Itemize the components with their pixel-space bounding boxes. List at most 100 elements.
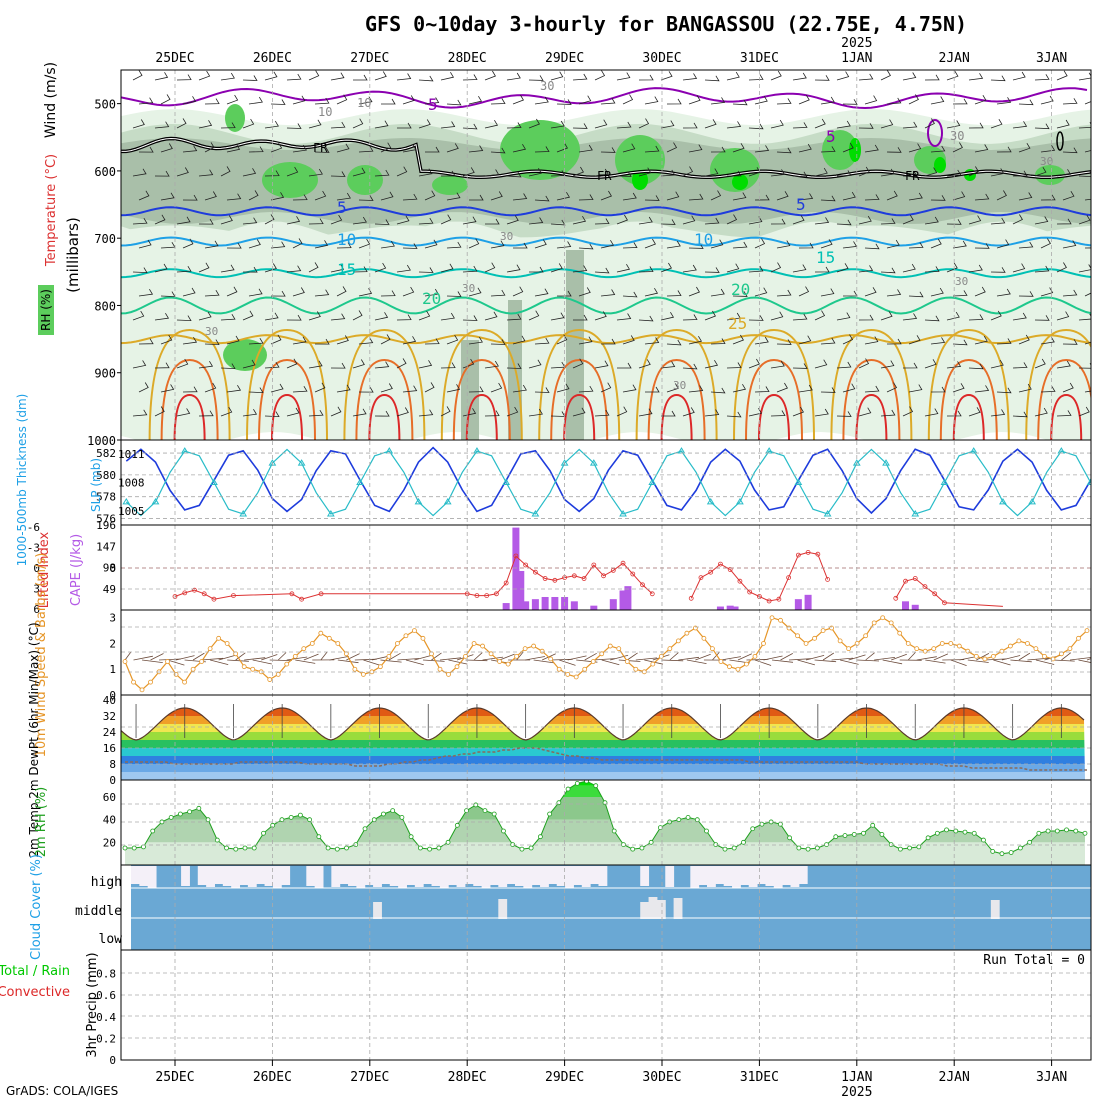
wind-barb [270, 99, 286, 105]
wind-barb-10m [473, 652, 483, 661]
wind-barb [798, 286, 810, 297]
wind-barb [594, 311, 607, 321]
wind-barb [924, 74, 940, 81]
lifted-index-tick: 6 [33, 603, 40, 616]
wind-barb-10m [124, 652, 132, 661]
wind-barb [842, 334, 854, 345]
rh-2m-point [999, 851, 1005, 857]
wind-barb [292, 287, 305, 297]
wind-speed-point [667, 646, 673, 652]
wind-barb [270, 142, 283, 153]
wind-barb [682, 166, 694, 177]
wind-barb [220, 406, 233, 417]
date-label-bottom: 2JAN [939, 1070, 970, 1085]
wind-barb [1084, 341, 1091, 345]
panel-frame [120, 949, 1092, 1061]
cloud-high-clear [281, 866, 291, 885]
wind-barb [308, 119, 322, 129]
date-label-bottom: 28DEC [448, 1070, 487, 1085]
wind-barb [688, 243, 704, 249]
wind-barb [286, 314, 302, 321]
thickness-tick: 582 [96, 447, 116, 460]
rh-2m-point [131, 845, 137, 851]
wind-barb [682, 264, 697, 273]
wind-speed-point [582, 666, 588, 672]
wind-barb [132, 70, 143, 81]
wind-barb-10m [329, 656, 349, 661]
wind-barb [220, 313, 236, 321]
wind-barb [132, 409, 148, 417]
wind-barb [644, 287, 659, 297]
cape-bar [911, 604, 919, 610]
wind-barb [248, 190, 259, 201]
wind-barb [308, 311, 321, 321]
wind-speed-point [360, 671, 366, 677]
wind-barb [1012, 170, 1028, 177]
wind-barb [528, 408, 543, 417]
wind-barb [638, 315, 654, 322]
rh-tick: 60 [103, 791, 116, 804]
wind-barb [682, 122, 698, 129]
wind-barb [886, 147, 902, 153]
cloud-high-clear [740, 866, 750, 885]
cloud-high-clear [423, 866, 433, 884]
wind-barb [617, 362, 632, 369]
rh-2m-point [593, 783, 599, 789]
wind-barb [154, 406, 165, 417]
wind-barb [902, 171, 918, 177]
lifted-index-point [747, 589, 753, 595]
side-label-rh: RH (%) [39, 289, 53, 331]
wind-barb [754, 145, 770, 153]
slp-point [765, 447, 774, 454]
wind-barb [446, 384, 461, 393]
wind-barb-10m [397, 658, 420, 661]
wind-barb [798, 384, 813, 393]
wind-barb-10m [159, 658, 181, 661]
wind-barb [990, 118, 1003, 129]
wind-barb [154, 72, 169, 81]
wind-barb-10m [1069, 657, 1091, 661]
rh-contour-label: 30 [205, 325, 218, 338]
wind-barb [660, 120, 675, 129]
wind-barb [858, 358, 870, 369]
wind-barb [836, 411, 852, 417]
wind-barb-10m [695, 653, 711, 661]
warm-loop [440, 328, 523, 440]
rh-tick: 20 [103, 836, 116, 849]
wind-barb [1034, 265, 1050, 273]
rh-2m-point [731, 845, 737, 851]
cape-bar [531, 599, 539, 610]
slp-point [443, 497, 452, 505]
wind-speed-point [752, 653, 758, 659]
slp-point [531, 509, 540, 517]
date-label-top: 2JAN [939, 51, 970, 66]
wind-barb [556, 191, 571, 201]
wind-barb-10m [857, 659, 880, 662]
wind-barb-10m [1078, 659, 1091, 663]
rh-2m-point [381, 811, 386, 817]
rh-2m-point [362, 826, 368, 832]
wind-barb [397, 122, 412, 129]
wind-barb [908, 94, 919, 105]
wind-barb [556, 383, 570, 393]
lifted-index-line [174, 555, 653, 600]
wind-barb [490, 191, 503, 201]
wind-barb [286, 407, 300, 417]
wind-barb [1040, 95, 1054, 105]
wind-barb [594, 360, 609, 369]
wind-barb [880, 311, 893, 321]
warm-loop [1025, 328, 1091, 440]
wind-barb [528, 118, 540, 129]
wind-speed-point [956, 643, 962, 649]
wind-barb [264, 120, 279, 129]
wind-barb [946, 169, 962, 177]
wind-barb [622, 291, 638, 298]
side-label-lifted: Lifted Index [37, 531, 52, 608]
rh-2m-point [316, 834, 322, 840]
wind-barb [946, 262, 958, 273]
wind-barb [814, 408, 829, 417]
date-label-top: 3JAN [1036, 51, 1067, 66]
wind-barb [688, 95, 701, 105]
wind-barb [418, 217, 434, 225]
warm-loop [452, 358, 511, 440]
